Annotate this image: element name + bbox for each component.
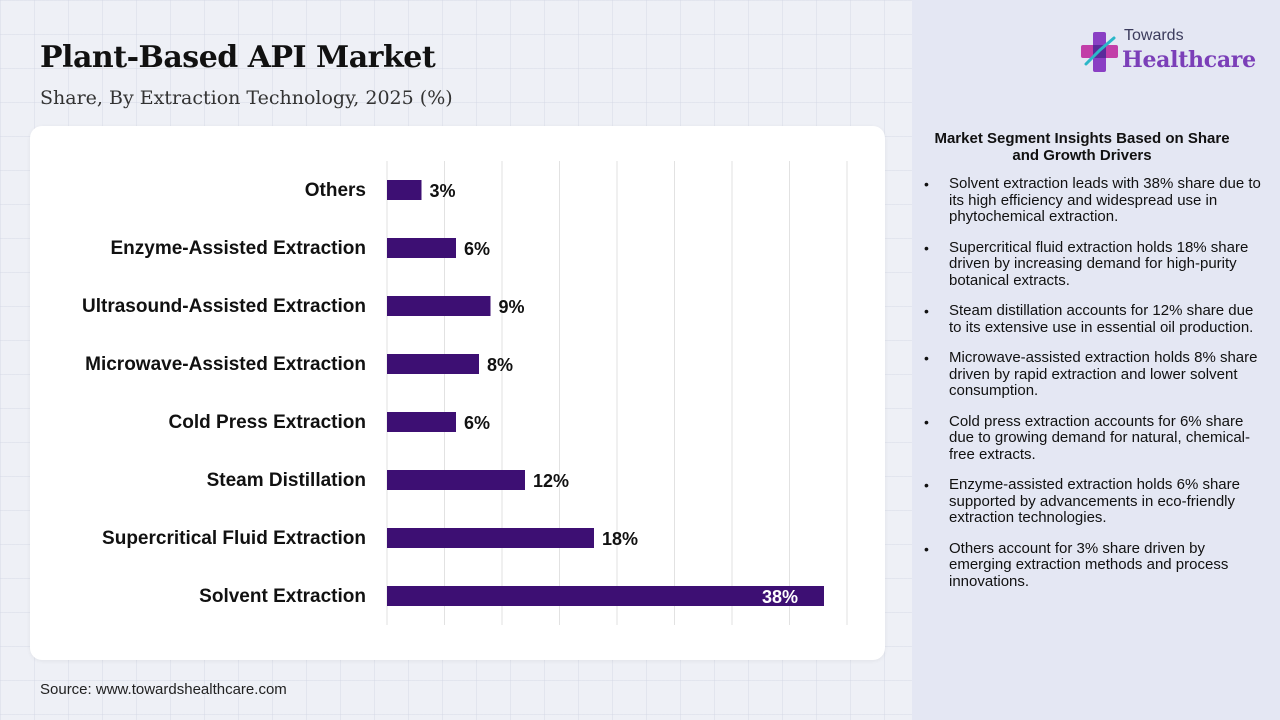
bar: [387, 470, 525, 490]
data-label: 9%: [499, 297, 525, 317]
insight-text: Cold press extraction accounts for 6% sh…: [949, 412, 1250, 463]
bar: [387, 296, 491, 316]
page-title: Plant-Based API Market: [40, 40, 436, 75]
logo-text-towards: Towards: [1124, 27, 1184, 44]
insights-list: • Solvent extraction leads with 38% share…: [912, 175, 1262, 604]
bullet-icon: •: [924, 303, 929, 319]
category-label: Supercritical Fluid Extraction: [102, 528, 366, 549]
bar: [387, 238, 456, 258]
health-cross-icon: [1081, 32, 1118, 72]
bar: [387, 412, 456, 432]
page-subtitle: Share, By Extraction Technology, 2025 (%…: [40, 87, 453, 109]
insight-item: • Solvent extraction leads with 38% share…: [912, 175, 1262, 226]
bar: [387, 354, 479, 374]
data-label: 8%: [487, 355, 513, 375]
insight-text: Supercritical fluid extraction holds 18%…: [949, 238, 1249, 289]
logo-text-healthcare: Healthcare: [1122, 47, 1256, 73]
insight-item: • Supercritical fluid extraction holds 18…: [912, 238, 1262, 290]
insight-text: Steam distillation accounts for 12% shar…: [949, 302, 1254, 336]
data-label: 6%: [464, 413, 490, 433]
brand-logo: Towards Healthcare: [1080, 26, 1260, 78]
bar: [387, 180, 422, 200]
bullet-icon: •: [924, 239, 929, 256]
source-note: Source: www.towardshealthcare.com: [40, 681, 287, 698]
insight-item: • Others account for 3% share driven by e…: [912, 539, 1262, 591]
insight-item: • Steam distillation accounts for 12% sha…: [912, 302, 1262, 336]
bullet-icon: •: [924, 350, 929, 366]
category-label: Ultrasound-Assisted Extraction: [82, 296, 366, 317]
data-label: 3%: [430, 181, 456, 201]
data-label: 38%: [762, 587, 798, 607]
data-label: 6%: [464, 239, 490, 259]
bar: [387, 528, 594, 548]
bullet-icon: •: [924, 413, 929, 430]
chart-card: Others 3% Enzyme-Assisted Extraction 6% Ultr…: [30, 126, 885, 660]
insight-item: • Cold press extraction accounts for 6% s…: [912, 412, 1262, 464]
category-label: Enzyme-Assisted Extraction: [110, 238, 366, 259]
category-label: Solvent Extraction: [199, 586, 366, 607]
bar: [387, 586, 824, 606]
insight-text: Others account for 3% share driven by em…: [949, 539, 1229, 590]
insight-text: Solvent extraction leads with 38% share …: [949, 175, 1261, 225]
main-area: Plant-Based API Market Share, By Extract…: [30, 40, 885, 698]
insight-text: Microwave-assisted extraction holds 8% s…: [949, 349, 1258, 399]
bullet-icon: •: [924, 176, 929, 192]
bullet-icon: •: [924, 540, 929, 557]
insight-text: Enzyme-assisted extraction holds 6% shar…: [949, 476, 1240, 526]
insight-item: • Enzyme-assisted extraction holds 6% sha…: [912, 476, 1262, 527]
insights-heading: Market Segment Insights Based on Share a…: [934, 130, 1230, 164]
bullet-icon: •: [924, 477, 929, 493]
data-label: 12%: [533, 471, 569, 491]
category-label: Others: [305, 180, 366, 201]
insights-panel: Towards Healthcare Market Segment Insigh…: [912, 0, 1280, 720]
category-label: Cold Press Extraction: [169, 412, 366, 433]
category-label: Microwave-Assisted Extraction: [85, 354, 366, 375]
bar-chart: Others 3% Enzyme-Assisted Extraction 6% Ultr…: [82, 161, 848, 625]
category-label: Steam Distillation: [207, 470, 366, 491]
data-label: 18%: [602, 529, 638, 549]
insight-item: • Microwave-assisted extraction holds 8% …: [912, 349, 1262, 400]
